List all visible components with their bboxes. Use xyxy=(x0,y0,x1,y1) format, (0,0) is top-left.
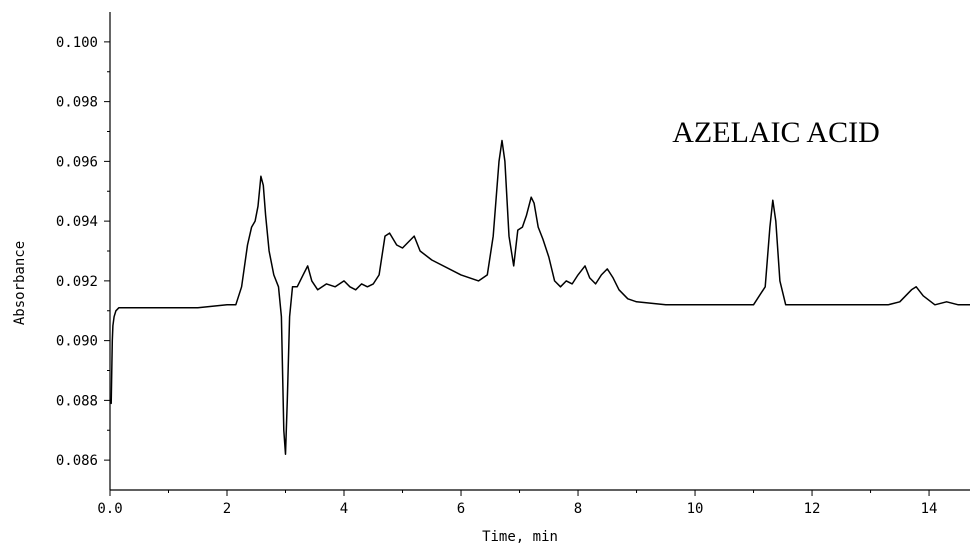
x-tick-label: 6 xyxy=(457,501,465,517)
y-tick-label: 0.086 xyxy=(56,453,98,469)
y-tick-label: 0.088 xyxy=(56,393,98,409)
axes xyxy=(109,12,970,491)
y-tick-label: 0.100 xyxy=(56,35,98,51)
y-axis-title: Absorbance xyxy=(12,241,28,325)
x-tick-label: 10 xyxy=(687,501,704,517)
x-tick-label: 0.0 xyxy=(97,501,122,517)
y-tick-label: 0.090 xyxy=(56,334,98,350)
x-tick-label: 14 xyxy=(921,501,938,517)
x-axis-title: Time, min xyxy=(482,529,558,544)
y-axis-ticks: 0.086 0.088 0.090 0.092 0.094 0.096 0.098 0.100 xyxy=(56,35,110,469)
x-axis-ticks: 0.0 2 4 6 8 10 12 14 xyxy=(97,490,937,517)
x-tick-label: 12 xyxy=(804,501,821,517)
compound-annotation: AZELAIC ACID xyxy=(672,116,879,149)
x-tick-label: 2 xyxy=(223,501,231,517)
y-tick-label: 0.094 xyxy=(56,214,98,230)
x-tick-label: 4 xyxy=(340,501,348,517)
y-tick-label: 0.092 xyxy=(56,274,98,290)
x-tick-label: 8 xyxy=(574,501,582,517)
y-tick-label: 0.098 xyxy=(56,95,98,111)
absorbance-trace xyxy=(109,139,970,455)
y-tick-label: 0.096 xyxy=(56,154,98,170)
